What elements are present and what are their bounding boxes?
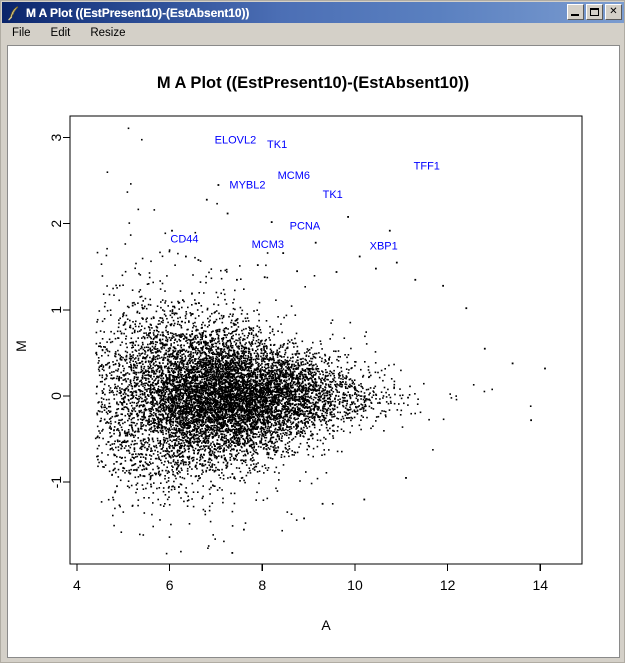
- gene-label-xbp1: XBP1: [370, 241, 398, 253]
- window-controls: ✕: [567, 4, 622, 20]
- x-tick-label: 14: [533, 577, 549, 593]
- menu-bar: File Edit Resize: [2, 23, 624, 43]
- x-axis-label: A: [321, 617, 331, 633]
- scatter-points: [94, 127, 546, 555]
- window-title: M A Plot ((EstPresent10)-(EstAbsent10)): [26, 5, 250, 20]
- close-button[interactable]: ✕: [605, 4, 622, 20]
- gene-label-pcna: PCNA: [290, 221, 321, 233]
- y-axis-label: M: [13, 340, 29, 352]
- ma-plot: M A Plot ((EstPresent10)-(EstAbsent10)) …: [13, 74, 583, 633]
- x-axis-ticks: 4 6 8 10 12 14: [73, 564, 548, 593]
- close-icon: ✕: [609, 6, 618, 17]
- x-tick-label: 8: [258, 577, 266, 593]
- menu-item-file[interactable]: File: [12, 27, 31, 39]
- y-axis-ticks: -1 0 1 2 3: [48, 133, 70, 488]
- title-bar: M A Plot ((EstPresent10)-(EstAbsent10)) …: [2, 2, 624, 23]
- quill-feather-icon: [6, 5, 22, 21]
- y-tick-label: 1: [48, 306, 64, 314]
- y-tick-label: 3: [48, 133, 64, 141]
- maximize-button[interactable]: [586, 4, 603, 20]
- gene-label-mybl2: MYBL2: [229, 179, 265, 191]
- plot-title: M A Plot ((EstPresent10)-(EstAbsent10)): [157, 74, 469, 92]
- plot-frame: [69, 115, 583, 565]
- gene-label-tk1: TK1: [267, 139, 287, 151]
- y-tick-label: 0: [48, 392, 64, 400]
- x-tick-label: 12: [440, 577, 456, 593]
- gene-label-elovl2: ELOVL2: [215, 135, 257, 147]
- gene-label-tff1: TFF1: [414, 160, 440, 172]
- gene-label-tk1: TK1: [323, 189, 343, 201]
- menu-item-resize[interactable]: Resize: [90, 27, 126, 39]
- y-tick-label: 2: [48, 220, 64, 228]
- x-tick-label: 6: [166, 577, 174, 593]
- menu-item-edit[interactable]: Edit: [50, 27, 71, 39]
- x-tick-label: 10: [347, 577, 363, 593]
- gene-label-cd44: CD44: [170, 234, 198, 246]
- y-tick-label: -1: [48, 476, 64, 489]
- plot-canvas: M A Plot ((EstPresent10)-(EstAbsent10)) …: [7, 45, 620, 658]
- gene-label-mcm3: MCM3: [252, 239, 284, 251]
- gene-annotations: ELOVL2 TK1 TFF1 MYBL2 MCM6 TK1 PCNA CD44 MCM3 XBP…: [170, 135, 440, 253]
- gene-label-mcm6: MCM6: [278, 170, 310, 182]
- x-tick-label: 4: [73, 577, 81, 593]
- minimize-button[interactable]: [567, 4, 584, 20]
